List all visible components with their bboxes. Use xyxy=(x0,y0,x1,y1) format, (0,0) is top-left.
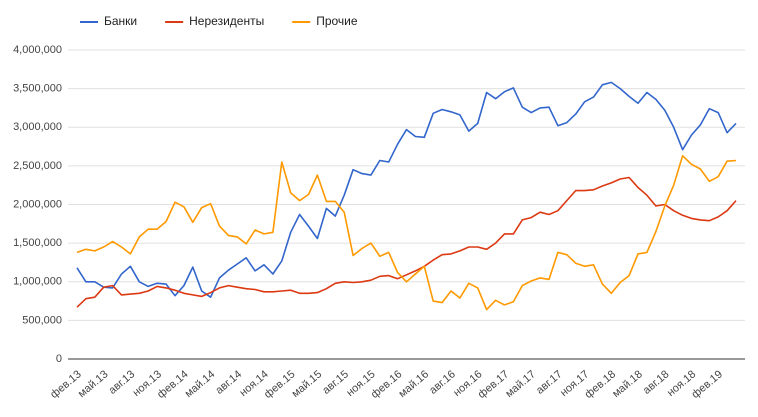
x-tick-label: фев.14 xyxy=(155,368,191,401)
x-tick-label: май.17 xyxy=(503,368,538,400)
x-tick-label: фев.16 xyxy=(369,368,405,401)
y-tick-label: 1,500,000 xyxy=(13,237,62,249)
y-tick-label: 3,000,000 xyxy=(13,121,62,133)
x-tick-label: май.15 xyxy=(290,368,325,400)
y-tick-label: 1,000,000 xyxy=(13,276,62,288)
y-tick-label: 3,500,000 xyxy=(13,83,62,95)
series-line xyxy=(76,155,737,311)
x-tick-label: фев.18 xyxy=(583,368,619,401)
x-tick-label: фев.19 xyxy=(689,368,725,401)
x-tick-label: май.13 xyxy=(76,368,111,400)
x-tick-label: фев.15 xyxy=(262,368,298,401)
y-tick-label: 500,000 xyxy=(22,314,62,326)
y-tick-label: 2,000,000 xyxy=(13,198,62,210)
y-tick-label: 0 xyxy=(56,353,62,365)
legend-label: Нерезиденты xyxy=(189,14,264,28)
legend-label: Прочие xyxy=(316,14,358,28)
x-tick-label: фев.17 xyxy=(476,368,512,401)
x-tick-label: фев.13 xyxy=(48,368,84,401)
series-line xyxy=(76,81,737,298)
y-tick-label: 2,500,000 xyxy=(13,160,62,172)
x-tick-label: май.14 xyxy=(183,368,218,400)
legend-label: Банки xyxy=(104,14,137,28)
series-line xyxy=(76,176,737,308)
x-tick-label: май.16 xyxy=(396,368,431,400)
x-tick-label: май.18 xyxy=(610,368,645,400)
y-tick-label: 4,000,000 xyxy=(13,44,62,56)
